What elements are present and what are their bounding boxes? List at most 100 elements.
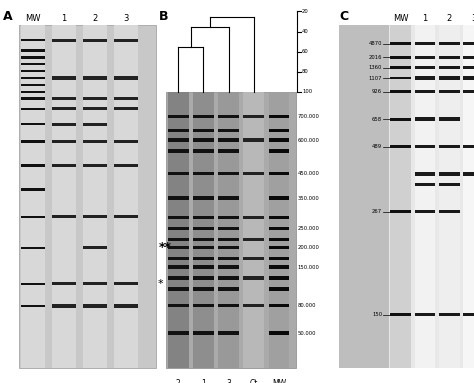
FancyBboxPatch shape (168, 238, 189, 241)
Text: MW: MW (25, 14, 41, 23)
FancyBboxPatch shape (168, 216, 189, 219)
FancyBboxPatch shape (218, 287, 239, 291)
FancyBboxPatch shape (82, 39, 107, 42)
FancyBboxPatch shape (52, 282, 76, 285)
FancyBboxPatch shape (269, 246, 289, 249)
FancyBboxPatch shape (168, 227, 189, 230)
FancyBboxPatch shape (218, 265, 239, 269)
FancyBboxPatch shape (390, 43, 411, 45)
Text: 3: 3 (123, 14, 128, 23)
FancyBboxPatch shape (244, 172, 264, 175)
FancyBboxPatch shape (463, 313, 474, 316)
Text: 100: 100 (302, 89, 312, 95)
Text: C: C (339, 10, 348, 23)
FancyBboxPatch shape (415, 66, 436, 69)
FancyBboxPatch shape (168, 115, 189, 118)
FancyBboxPatch shape (19, 25, 155, 368)
FancyBboxPatch shape (218, 331, 239, 335)
FancyBboxPatch shape (82, 123, 107, 126)
FancyBboxPatch shape (193, 92, 214, 368)
FancyBboxPatch shape (269, 129, 289, 132)
FancyBboxPatch shape (218, 92, 239, 368)
FancyBboxPatch shape (21, 70, 45, 72)
FancyBboxPatch shape (52, 215, 76, 218)
FancyBboxPatch shape (193, 216, 214, 219)
FancyBboxPatch shape (168, 149, 189, 153)
FancyBboxPatch shape (463, 145, 474, 148)
FancyBboxPatch shape (21, 216, 45, 218)
FancyBboxPatch shape (389, 25, 474, 368)
FancyBboxPatch shape (390, 313, 411, 316)
FancyBboxPatch shape (193, 257, 214, 260)
FancyBboxPatch shape (244, 115, 264, 118)
FancyBboxPatch shape (168, 257, 189, 260)
Text: 1: 1 (61, 14, 66, 23)
FancyBboxPatch shape (82, 140, 107, 143)
FancyBboxPatch shape (193, 196, 214, 200)
FancyBboxPatch shape (269, 92, 289, 368)
FancyBboxPatch shape (21, 91, 45, 93)
FancyBboxPatch shape (82, 164, 107, 167)
FancyBboxPatch shape (193, 129, 214, 132)
FancyBboxPatch shape (52, 107, 76, 110)
FancyBboxPatch shape (21, 305, 45, 307)
FancyBboxPatch shape (114, 215, 138, 218)
FancyBboxPatch shape (21, 84, 45, 86)
FancyBboxPatch shape (218, 149, 239, 153)
Text: MW: MW (393, 14, 409, 23)
FancyBboxPatch shape (415, 25, 436, 368)
Text: 2: 2 (447, 14, 452, 23)
FancyBboxPatch shape (21, 123, 45, 126)
FancyBboxPatch shape (114, 39, 138, 42)
FancyBboxPatch shape (218, 257, 239, 260)
Text: A: A (3, 10, 13, 23)
FancyBboxPatch shape (415, 76, 436, 80)
FancyBboxPatch shape (218, 172, 239, 175)
FancyBboxPatch shape (168, 246, 189, 249)
Text: 658: 658 (372, 117, 382, 122)
FancyBboxPatch shape (439, 66, 460, 69)
FancyBboxPatch shape (193, 246, 214, 249)
FancyBboxPatch shape (168, 331, 189, 335)
FancyBboxPatch shape (168, 265, 189, 269)
FancyBboxPatch shape (269, 304, 289, 307)
FancyBboxPatch shape (193, 172, 214, 175)
FancyBboxPatch shape (52, 123, 76, 126)
Text: 2016: 2016 (369, 55, 382, 60)
FancyBboxPatch shape (390, 210, 411, 213)
FancyBboxPatch shape (415, 313, 436, 316)
Text: **: ** (159, 241, 172, 254)
Text: 1: 1 (422, 14, 428, 23)
Text: 250.000: 250.000 (298, 226, 319, 231)
FancyBboxPatch shape (52, 97, 76, 100)
FancyBboxPatch shape (269, 277, 289, 280)
FancyBboxPatch shape (82, 97, 107, 100)
Text: 3: 3 (471, 14, 474, 23)
FancyBboxPatch shape (439, 145, 460, 148)
FancyBboxPatch shape (244, 304, 264, 307)
FancyBboxPatch shape (114, 140, 138, 143)
FancyBboxPatch shape (415, 183, 436, 186)
FancyBboxPatch shape (244, 277, 264, 280)
FancyBboxPatch shape (390, 77, 411, 79)
FancyBboxPatch shape (21, 247, 45, 249)
FancyBboxPatch shape (114, 25, 138, 368)
Text: 926: 926 (372, 89, 382, 94)
FancyBboxPatch shape (463, 66, 474, 69)
Text: 600.000: 600.000 (298, 137, 319, 143)
FancyBboxPatch shape (218, 129, 239, 132)
FancyBboxPatch shape (218, 238, 239, 241)
FancyBboxPatch shape (244, 257, 264, 260)
Text: 80: 80 (302, 69, 309, 74)
FancyBboxPatch shape (269, 265, 289, 269)
FancyBboxPatch shape (463, 25, 474, 368)
FancyBboxPatch shape (390, 25, 411, 368)
FancyBboxPatch shape (218, 216, 239, 219)
Text: 1: 1 (201, 379, 206, 383)
FancyBboxPatch shape (415, 42, 436, 46)
FancyBboxPatch shape (52, 140, 76, 143)
Text: 450.000: 450.000 (298, 171, 319, 176)
FancyBboxPatch shape (463, 56, 474, 59)
FancyBboxPatch shape (166, 92, 296, 368)
FancyBboxPatch shape (439, 172, 460, 176)
